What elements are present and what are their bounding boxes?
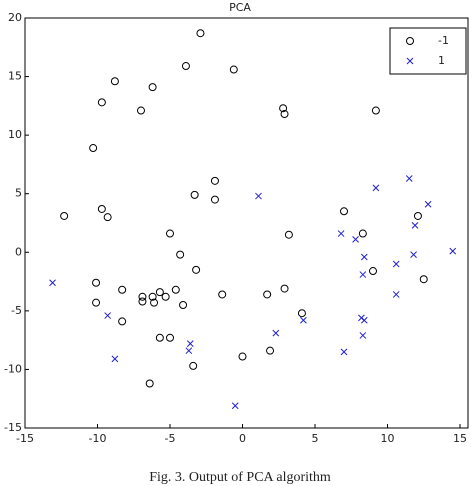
point	[340, 348, 348, 356]
point	[392, 291, 400, 298]
point	[359, 271, 367, 278]
point	[392, 260, 400, 268]
point	[419, 275, 428, 284]
y-tick-label: 20	[8, 11, 22, 24]
point	[358, 229, 367, 238]
point	[369, 267, 377, 276]
point	[359, 332, 367, 339]
x-tick-label: 10	[381, 432, 395, 445]
point	[231, 402, 239, 410]
point	[137, 106, 145, 115]
point	[340, 207, 348, 216]
x-tick-label: -10	[89, 432, 107, 445]
point	[148, 83, 157, 92]
point	[166, 229, 174, 238]
point	[97, 204, 106, 213]
point	[148, 292, 157, 301]
point	[110, 77, 119, 86]
point	[118, 285, 127, 294]
point	[103, 213, 112, 222]
point	[405, 175, 413, 182]
point	[360, 253, 368, 261]
point	[238, 352, 247, 361]
legend-marker	[406, 57, 414, 65]
legend-label: 1	[438, 54, 445, 67]
legend-label: -1	[438, 34, 449, 47]
y-tick-label: 10	[8, 128, 22, 141]
point	[411, 221, 419, 229]
point	[171, 285, 180, 294]
point	[284, 230, 293, 239]
y-tick-label: -5	[11, 304, 22, 317]
point	[60, 211, 69, 220]
point	[186, 340, 194, 348]
x-tick-label: -15	[16, 432, 34, 445]
point	[352, 236, 359, 243]
point	[150, 298, 159, 307]
point	[189, 361, 198, 370]
point	[111, 355, 119, 363]
point	[138, 292, 147, 301]
point	[97, 98, 106, 107]
point	[185, 347, 193, 355]
legend-box	[389, 27, 467, 75]
point	[49, 279, 56, 287]
point	[210, 195, 219, 204]
point	[192, 265, 201, 274]
point	[190, 190, 199, 199]
point	[181, 62, 190, 71]
point	[449, 247, 457, 255]
point	[255, 192, 262, 200]
y-tick-label: -10	[4, 362, 22, 375]
x-tick-label: -5	[165, 432, 176, 445]
x-tick-label: 0	[239, 432, 246, 445]
point	[337, 230, 345, 237]
point	[280, 110, 289, 119]
point	[155, 333, 164, 342]
point	[229, 65, 238, 74]
point	[166, 333, 174, 342]
y-tick-label: 0	[15, 245, 22, 258]
point	[89, 144, 98, 153]
point	[210, 176, 219, 185]
point	[413, 211, 422, 220]
point	[424, 200, 432, 208]
point	[410, 251, 417, 258]
point	[263, 290, 272, 299]
point	[155, 288, 164, 297]
legend-marker	[406, 37, 414, 45]
point	[279, 104, 288, 113]
point	[371, 106, 380, 115]
y-tick-label: -15	[4, 421, 22, 434]
plot-frame	[24, 17, 469, 429]
x-tick-label: 5	[312, 432, 319, 445]
point	[179, 301, 188, 309]
caption: Fig. 3. Output of PCA algorithm	[149, 470, 331, 485]
point	[161, 292, 170, 301]
point	[280, 284, 289, 293]
y-tick-label: 5	[15, 187, 22, 200]
point	[272, 329, 280, 337]
point	[145, 379, 154, 388]
point	[360, 316, 368, 324]
x-tick-label: 15	[453, 432, 467, 445]
point	[92, 298, 101, 307]
point	[176, 250, 185, 259]
y-tick-label: 15	[8, 70, 22, 83]
point	[218, 290, 227, 299]
point	[266, 346, 275, 355]
point	[138, 297, 147, 306]
point	[104, 312, 112, 319]
point	[372, 184, 380, 192]
point	[118, 317, 127, 326]
point	[196, 29, 205, 38]
point	[297, 309, 306, 318]
chart-title: PCA	[229, 1, 251, 14]
point	[92, 278, 101, 287]
point	[300, 316, 307, 324]
